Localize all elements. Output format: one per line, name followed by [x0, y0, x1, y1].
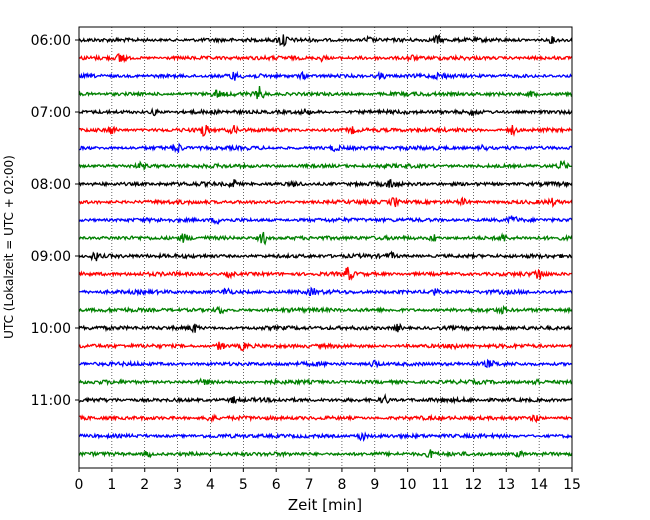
trace-0615 [78, 53, 573, 64]
traces [78, 33, 573, 459]
plot-area [79, 27, 572, 468]
x-tick-label: 12 [464, 477, 482, 493]
x-tick-label: 4 [206, 477, 215, 493]
trace-0630 [78, 70, 573, 81]
trace-1130 [78, 431, 573, 443]
trace-1045 [78, 377, 573, 387]
trace-1015 [78, 341, 573, 352]
trace-0915 [78, 266, 573, 281]
trace-1030 [78, 358, 573, 369]
trace-0930 [78, 286, 573, 297]
y-tick-label: 07:00 [31, 105, 71, 121]
y-tick-label: 06:00 [31, 33, 71, 49]
x-tick-label: 13 [497, 477, 515, 493]
x-tick-label: 9 [370, 477, 379, 493]
trace-0715 [78, 124, 573, 137]
y-axis-label: UTC (Lokalzeit = UTC + 02:00) [2, 155, 16, 339]
y-tick-label: 11:00 [31, 393, 71, 409]
x-axis-label: Zeit [min] [288, 496, 362, 514]
x-tick-label: 7 [305, 477, 314, 493]
trace-0830 [78, 215, 573, 225]
trace-1100 [78, 392, 573, 405]
x-tick-label: 8 [337, 477, 346, 493]
trace-1115 [78, 413, 573, 424]
x-tick-label: 15 [563, 477, 581, 493]
x-tick-label: 3 [173, 477, 182, 493]
trace-0900 [78, 250, 573, 262]
x-tick-label: 14 [530, 477, 548, 493]
trace-0645 [78, 85, 573, 100]
trace-0745 [78, 159, 573, 171]
y-axis-ticks: 06:00 07:00 08:00 09:00 10:00 11:00 [31, 33, 79, 409]
x-tick-label: 2 [140, 477, 149, 493]
y-tick-label: 08:00 [31, 177, 71, 193]
trace-0800 [78, 178, 573, 189]
x-axis-ticks: 0 1 2 3 4 5 6 7 8 9 10 11 12 13 14 15 [75, 468, 581, 493]
x-tick-label: 10 [399, 477, 417, 493]
x-tick-label: 1 [107, 477, 116, 493]
trace-0815 [78, 196, 573, 209]
y-tick-label: 10:00 [31, 321, 71, 337]
x-tick-label: 6 [272, 477, 281, 493]
trace-0845 [78, 231, 573, 246]
trace-0700 [78, 107, 573, 118]
trace-0730 [78, 142, 573, 154]
trace-0600 [78, 33, 573, 48]
x-tick-label: 0 [75, 477, 84, 493]
x-tick-label: 5 [239, 477, 248, 493]
x-tick-label: 11 [432, 477, 450, 493]
trace-1145 [78, 449, 573, 459]
y-tick-label: 09:00 [31, 249, 71, 265]
plot-frame [78, 26, 573, 469]
trace-1000 [78, 322, 573, 334]
trace-0945 [78, 304, 573, 315]
